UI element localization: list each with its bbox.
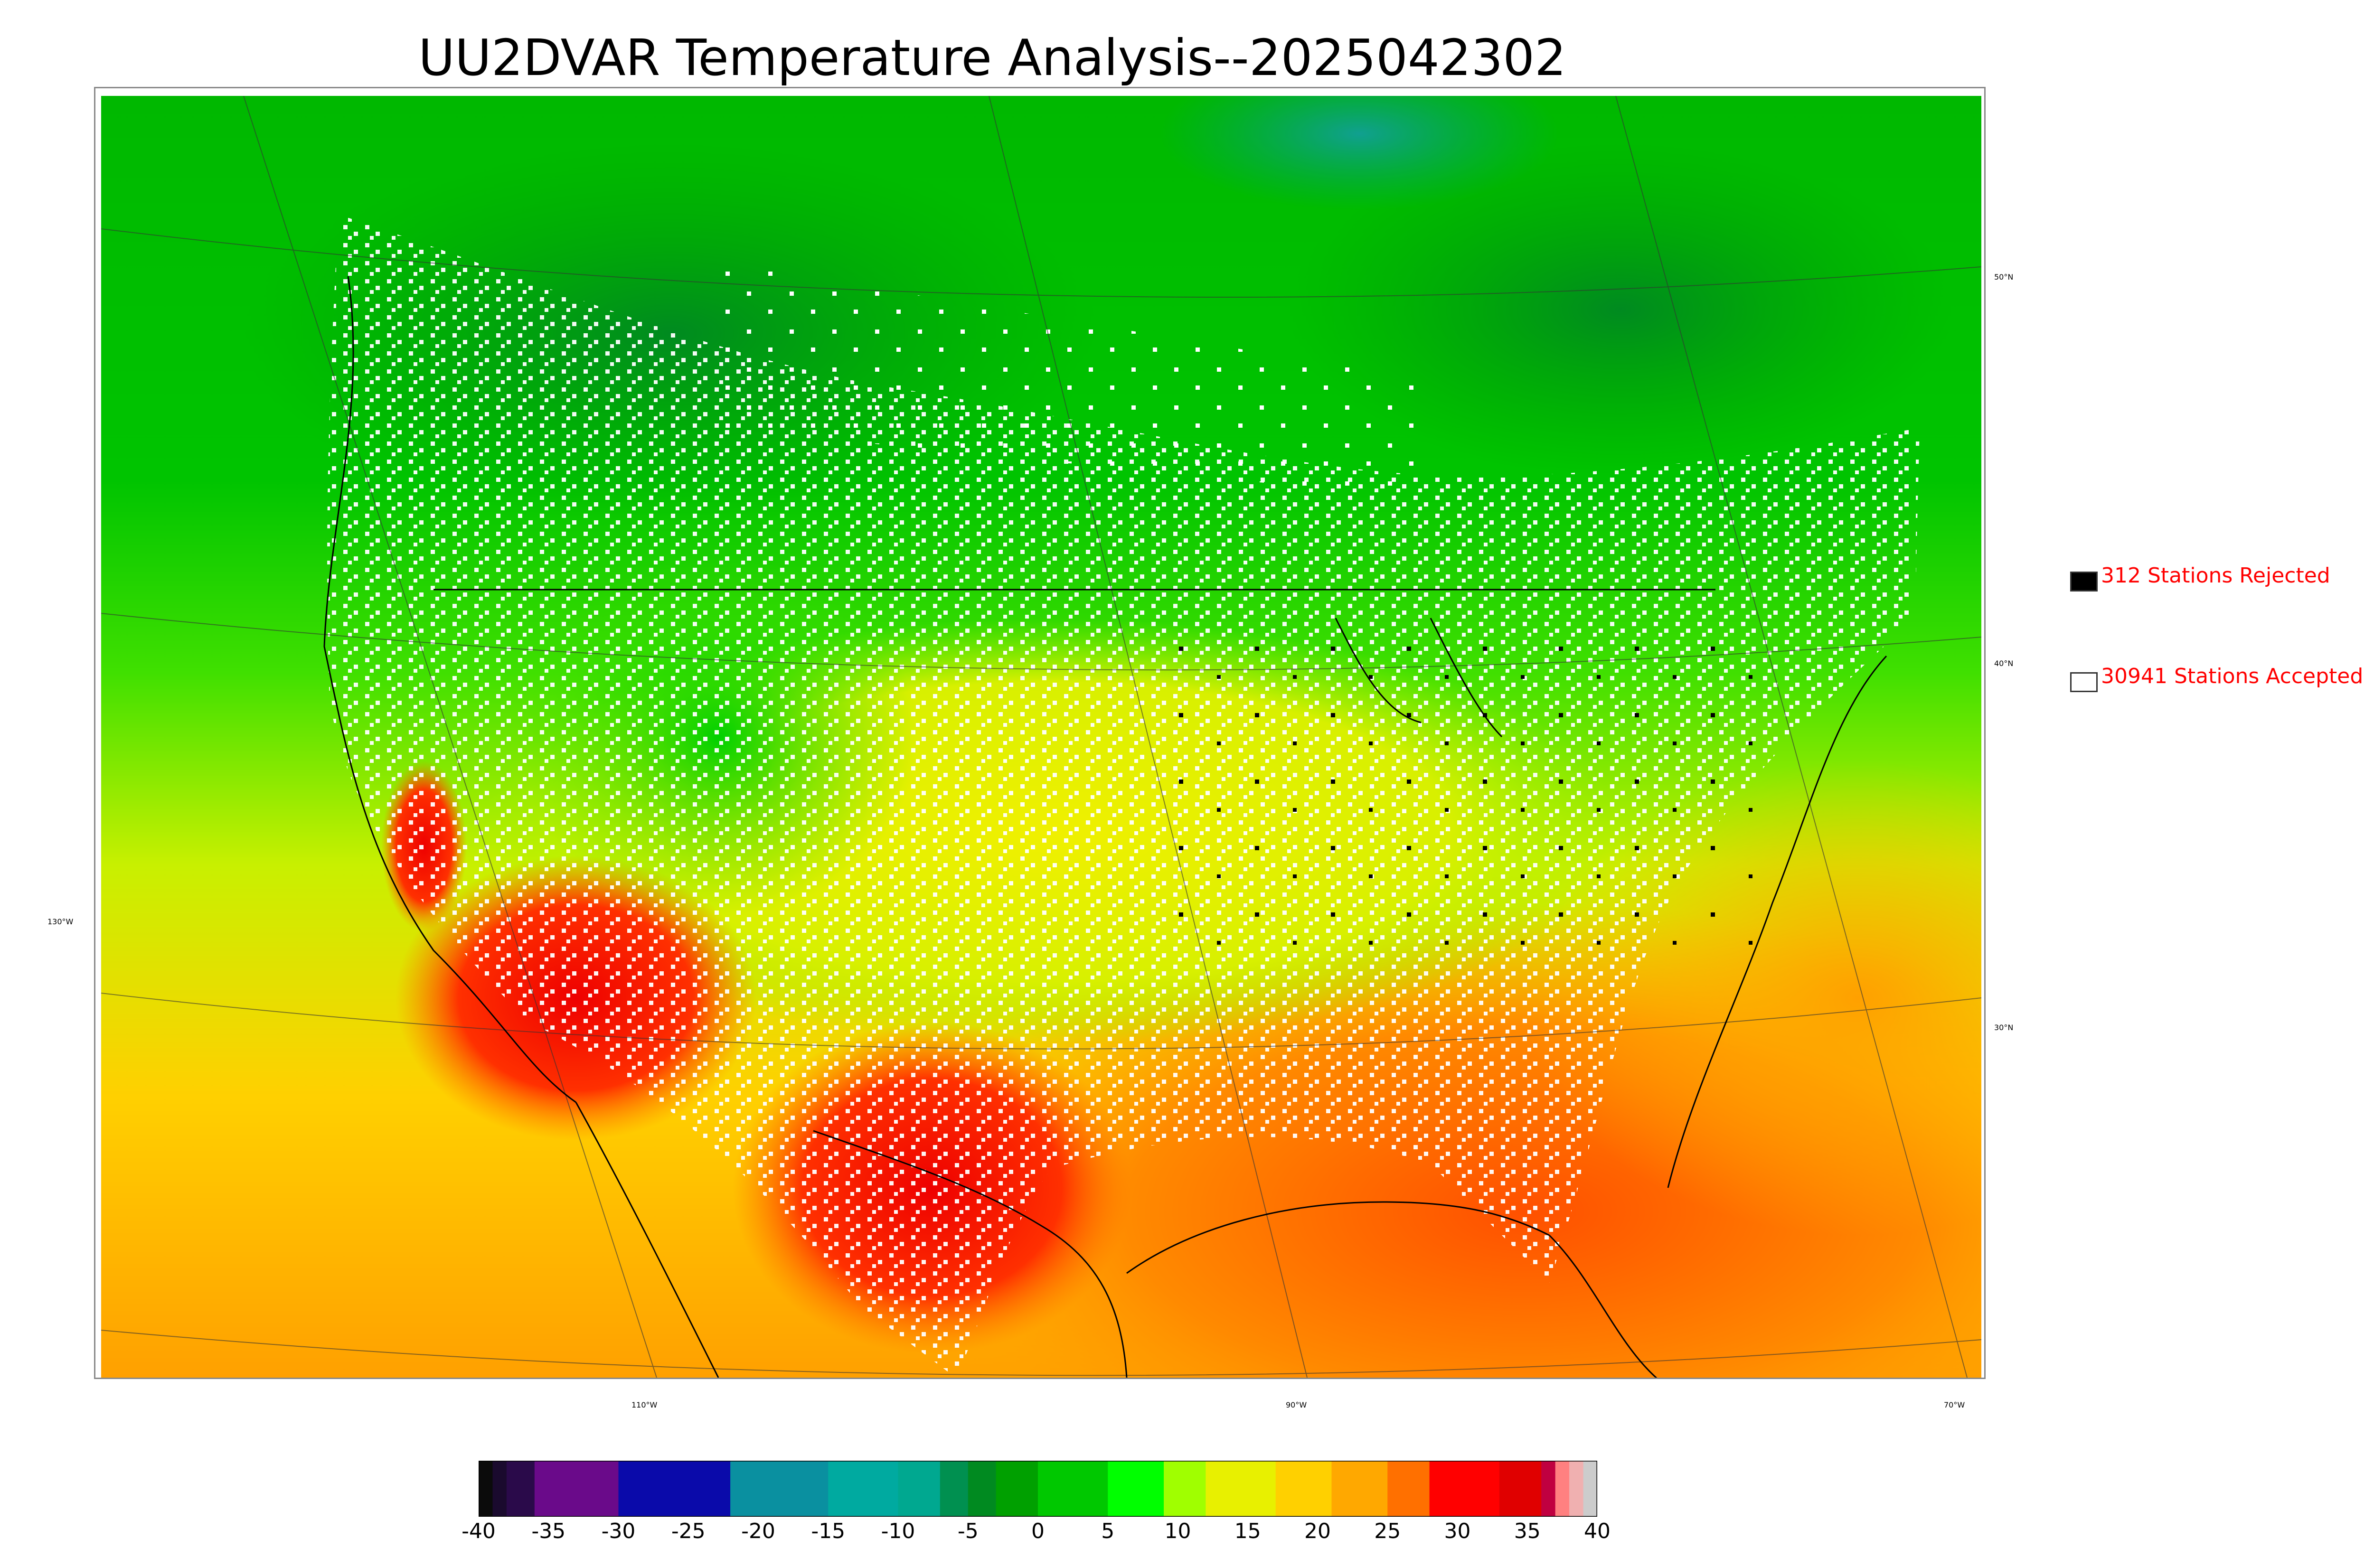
colorbar-tick-label: 0 [1031,1519,1045,1543]
colorbar-segment [730,1461,829,1517]
colorbar-segment [828,1461,898,1517]
map-frame [94,87,1986,1379]
colorbar-tick-label: -5 [957,1519,979,1543]
accepted-station-dots [327,215,1920,1378]
colorbar-tick-label: 5 [1101,1519,1115,1543]
colorbar-segment [506,1461,535,1517]
colorbar-segment [479,1461,493,1517]
lon-label-90: 90°W [1286,1400,1307,1409]
cold-quebec-region [1288,143,1953,476]
colorbar-segment [618,1461,731,1517]
colorbar-tick-label: -35 [531,1519,566,1543]
colorbar-segment [1569,1461,1584,1517]
colorbar-segment [534,1461,619,1517]
lat-label-30: 30°N [1994,1023,2014,1032]
colorbar-tick-label: 25 [1374,1519,1401,1543]
colorbar-segment [1038,1461,1108,1517]
accepted-legend-swatch [2070,672,2098,692]
colorbar-segment [492,1461,507,1517]
colorbar-tick-label: -20 [741,1519,775,1543]
colorbar-tick-label: 15 [1234,1519,1261,1543]
graticule-lines [101,96,1981,1378]
lon-label-130: 130°W [47,917,74,926]
lon-label-70: 70°W [1944,1400,1965,1409]
coastlines-and-borders [323,276,1887,1378]
colorbar-segment [898,1461,941,1517]
colorbar-tick-label: 10 [1164,1519,1191,1543]
colorbar-segment [1206,1461,1276,1517]
colorbar-segment [1331,1461,1388,1517]
rejected-legend-label: 312 Stations Rejected [2101,563,2330,588]
colorbar-tick-label: -40 [462,1519,496,1543]
lat-label-50: 50°N [1994,272,2014,282]
colorbar-segment [1387,1461,1430,1517]
colorbar-segment [968,1461,997,1517]
lat-label-40: 40°N [1994,659,2014,668]
cold-hudson-region [1160,96,1559,210]
colorbar-tick-label: 40 [1584,1519,1611,1543]
colorbar-segment [1275,1461,1332,1517]
colorbar-tick-label: 35 [1514,1519,1541,1543]
colorbar-tick-label: -25 [671,1519,706,1543]
colorbar-segment [1541,1461,1556,1517]
colorbar-segment [1429,1461,1500,1517]
colorbar-segment [1499,1461,1542,1517]
colorbar-segment [1555,1461,1570,1517]
rejected-station-dots [1146,618,1763,950]
map-title: UU2DVAR Temperature Analysis--2025042302 [418,29,1566,87]
temperature-map [101,96,1981,1378]
colorbar-segment [1164,1461,1206,1517]
colorbar-segment [1108,1461,1164,1517]
colorbar-tick-label: 20 [1304,1519,1331,1543]
temperature-colorbar [479,1461,1597,1517]
colorbar-segment [1583,1461,1597,1517]
colorbar-tick-label: -10 [881,1519,915,1543]
rejected-legend-swatch [2070,572,2098,592]
canadian-station-dots [718,262,1431,499]
accepted-legend-label: 30941 Stations Accepted [2101,664,2364,688]
colorbar-segment [940,1461,969,1517]
lon-label-110: 110°W [631,1400,658,1409]
colorbar-tick-label: -30 [601,1519,636,1543]
colorbar-segment [996,1461,1038,1517]
colorbar-tick-label: -15 [811,1519,846,1543]
colorbar-tick-label: 30 [1444,1519,1471,1543]
